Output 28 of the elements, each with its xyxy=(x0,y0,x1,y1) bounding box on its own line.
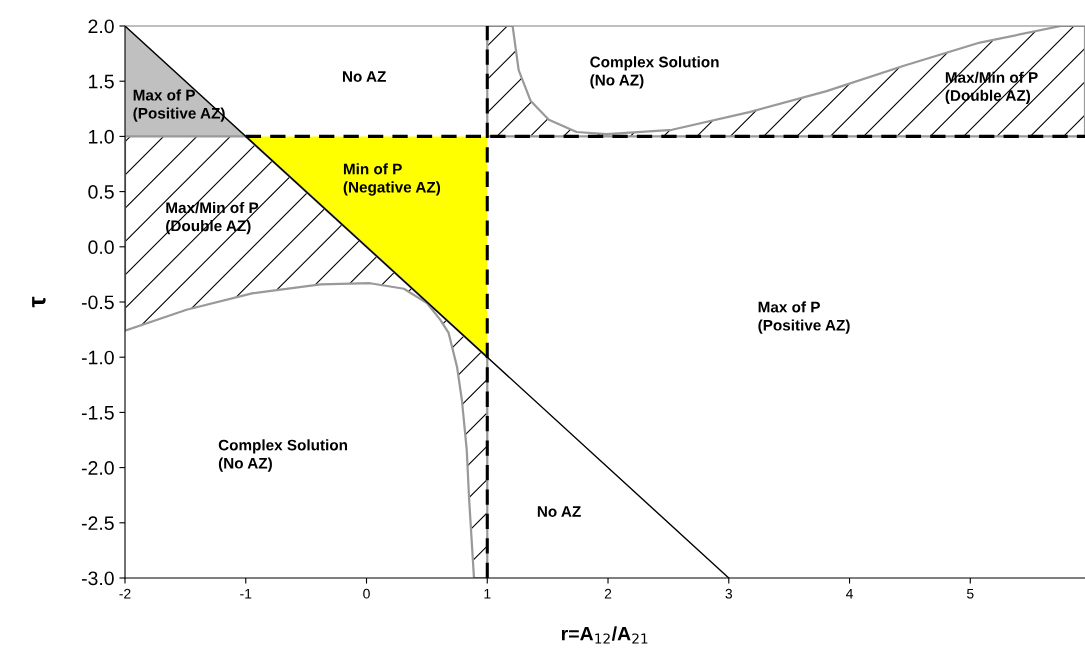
y-tick-label: -3.0 xyxy=(81,571,114,586)
y-tick-label: 1.5 xyxy=(89,74,114,89)
x-tick-label: 1 xyxy=(484,588,491,599)
y-tick-label: -0.5 xyxy=(81,295,114,310)
y-tick-label: -1.0 xyxy=(81,350,114,365)
x-tick-label: 5 xyxy=(966,588,974,599)
x-tick-label: 4 xyxy=(845,588,853,599)
x-axis-title: r=A$_{12}$/A$_{21}$ xyxy=(561,626,648,644)
annotation: No AZ xyxy=(342,71,386,82)
y-tick-label: 2.0 xyxy=(88,19,114,34)
x-tick-label: 3 xyxy=(725,588,733,599)
annotation: Complex Solution (No AZ) xyxy=(590,56,719,89)
y-tick-label: -2.0 xyxy=(81,461,114,475)
y-axis-title: τ xyxy=(32,296,46,308)
annotation: Max of P (Positive AZ) xyxy=(133,89,225,122)
y-tick-label: 0.0 xyxy=(88,240,114,255)
y-tick-label: -1.5 xyxy=(81,406,114,420)
annotation: No AZ xyxy=(537,506,581,517)
annotation: Max of P (Positive AZ) xyxy=(758,301,850,334)
annotation: Min of P (Negative AZ) xyxy=(343,163,441,196)
y-tick-label: 1.0 xyxy=(89,129,114,144)
x-tick-label: -1 xyxy=(240,588,252,599)
y-tick-label: 0.5 xyxy=(88,185,114,199)
x-tick-label: -2 xyxy=(119,588,131,599)
x-tick-label: 0 xyxy=(363,588,370,599)
y-tick-label: -2.5 xyxy=(81,516,114,531)
x-tick-label: 2 xyxy=(604,588,612,599)
annotation: Complex Solution (No AZ) xyxy=(218,439,348,472)
